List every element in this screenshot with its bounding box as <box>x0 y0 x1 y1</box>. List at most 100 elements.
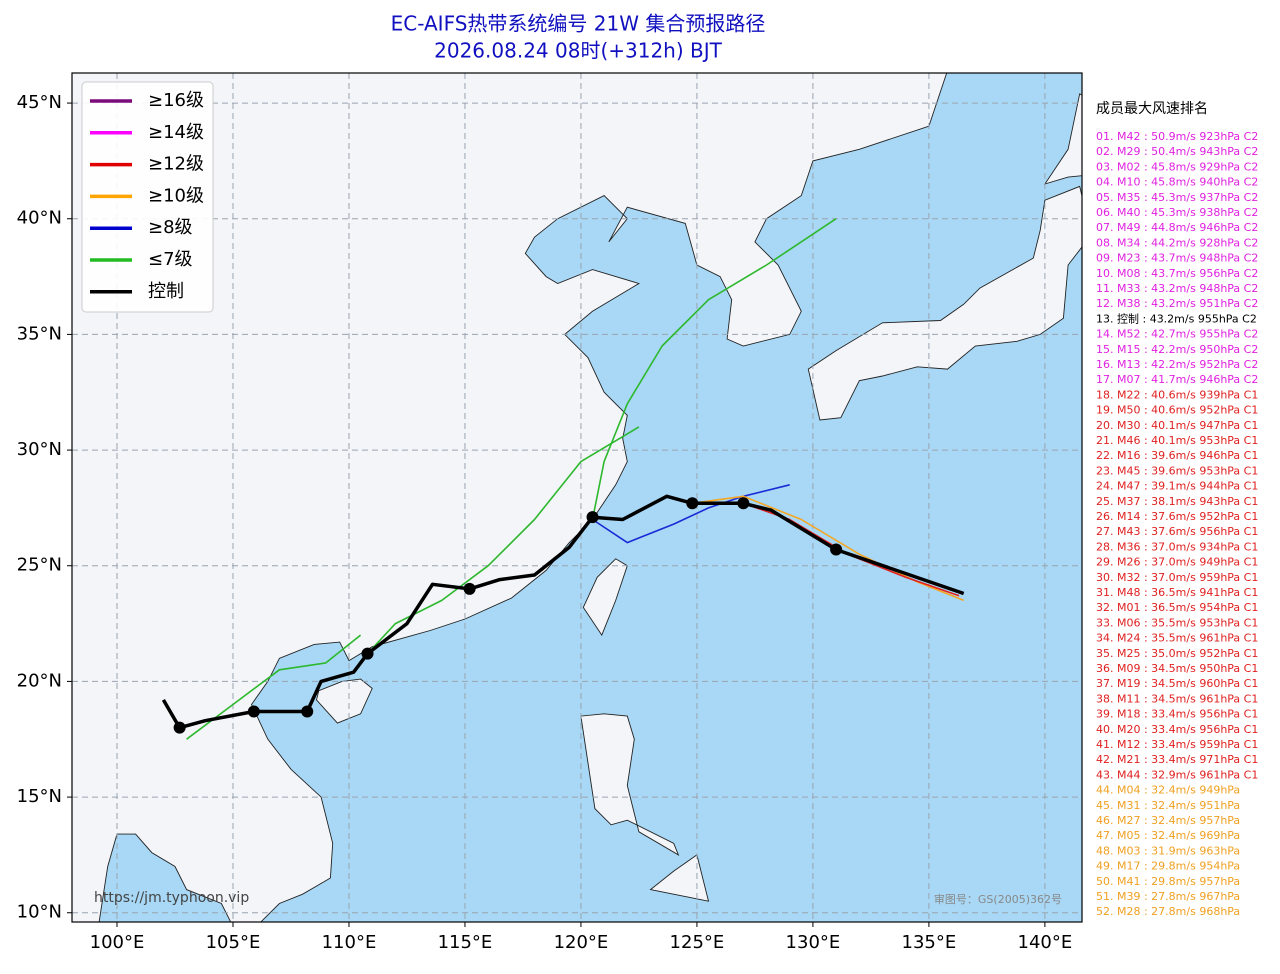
control-point <box>247 705 260 718</box>
ranking-item: 23. M45 : 39.6m/s 953hPa C1 <box>1096 464 1258 477</box>
ranking-item: 42. M21 : 33.4m/s 971hPa C1 <box>1096 753 1258 766</box>
ranking-item: 05. M35 : 45.3m/s 937hPa C2 <box>1096 191 1258 204</box>
ranking-item: 41. M12 : 33.4m/s 959hPa C1 <box>1096 738 1258 751</box>
credit: https://jm.typhoon.vip <box>94 890 249 906</box>
control-point <box>830 543 843 556</box>
ranking-item: 35. M25 : 35.0m/s 952hPa C1 <box>1096 647 1258 660</box>
legend-label: ≥14级 <box>148 122 204 143</box>
plot-frame <box>71 72 1083 923</box>
y-tick-label: 15°N <box>17 786 62 807</box>
ranking-item: 49. M17 : 29.8m/s 954hPa <box>1096 860 1240 873</box>
legend-label: ≥12级 <box>148 154 204 175</box>
ranking-item: 01. M42 : 50.9m/s 923hPa C2 <box>1096 130 1258 143</box>
ranking-item: 03. M02 : 45.8m/s 929hPa C2 <box>1096 160 1258 173</box>
ranking-item: 25. M37 : 38.1m/s 943hPa C1 <box>1096 495 1258 508</box>
ranking-item: 09. M23 : 43.7m/s 948hPa C2 <box>1096 252 1258 265</box>
ranking-item: 16. M13 : 42.2m/s 952hPa C2 <box>1096 358 1258 371</box>
member-track <box>692 495 964 602</box>
ranking-item: 32. M01 : 36.5m/s 954hPa C1 <box>1096 601 1258 614</box>
ranking-item: 18. M22 : 40.6m/s 939hPa C1 <box>1096 388 1258 401</box>
ranking-item: 43. M44 : 32.9m/s 961hPa C1 <box>1096 768 1258 781</box>
y-tick-label: 20°N <box>17 670 62 691</box>
landmass <box>316 678 373 724</box>
ranking-item: 27. M43 : 37.6m/s 956hPa C1 <box>1096 525 1258 538</box>
x-tick-label: 105°E <box>206 932 261 953</box>
ranking-item: 17. M07 : 41.7m/s 946hPa C2 <box>1096 373 1258 386</box>
ranking-item: 15. M15 : 42.2m/s 950hPa C2 <box>1096 343 1258 356</box>
landmass <box>807 185 1082 421</box>
ranking-item: 19. M50 : 40.6m/s 952hPa C1 <box>1096 404 1258 417</box>
landmass <box>1043 93 1082 185</box>
x-tick-label: 135°E <box>902 932 957 953</box>
x-tick-label: 130°E <box>786 932 841 953</box>
ranking-item: 33. M06 : 35.5m/s 953hPa C1 <box>1096 616 1258 629</box>
ranking-item: 06. M40 : 45.3m/s 938hPa C2 <box>1096 206 1258 219</box>
member-track <box>366 426 640 655</box>
legend-label: ≥8级 <box>148 217 193 238</box>
ranking-item: 45. M31 : 32.4m/s 951hPa <box>1096 799 1240 812</box>
control-point <box>686 497 699 510</box>
ranking-item: 34. M24 : 35.5m/s 961hPa C1 <box>1096 632 1258 645</box>
landmass <box>580 713 680 856</box>
ranking-item: 40. M20 : 33.4m/s 956hPa C1 <box>1096 723 1258 736</box>
control-point <box>737 497 750 510</box>
ranking-item: 10. M08 : 43.7m/s 956hPa C2 <box>1096 267 1258 280</box>
ranking-item: 39. M18 : 33.4m/s 956hPa C1 <box>1096 708 1258 721</box>
ranking-item: 24. M47 : 39.1m/s 944hPa C1 <box>1096 480 1258 493</box>
ranking-item: 04. M10 : 45.8m/s 940hPa C2 <box>1096 176 1258 189</box>
ranking-item: 37. M19 : 34.5m/s 960hPa C1 <box>1096 677 1258 690</box>
y-tick-label: 10°N <box>17 902 62 923</box>
ranking: 01. M42 : 50.9m/s 923hPa C2 02. M29 : 50.… <box>1096 130 1258 918</box>
ranking-title: 成员最大风速排名 <box>1096 101 1208 117</box>
control-point <box>173 721 186 734</box>
y-tick-label: 45°N <box>17 92 62 113</box>
ranking-item: 51. M39 : 27.8m/s 967hPa <box>1096 890 1240 903</box>
ranking-item: 46. M27 : 32.4m/s 957hPa <box>1096 814 1240 827</box>
y-tick-label: 30°N <box>17 439 62 460</box>
member-track <box>591 218 837 520</box>
x-tick-label: 115°E <box>438 932 493 953</box>
ranking-item: 11. M33 : 43.2m/s 948hPa C2 <box>1096 282 1258 295</box>
y-tick-label: 40°N <box>17 208 62 229</box>
legend-label: ≤7级 <box>148 249 193 270</box>
ranking-item: 02. M29 : 50.4m/s 943hPa C2 <box>1096 145 1258 158</box>
x-tick-label: 125°E <box>670 932 725 953</box>
x-tick-label: 110°E <box>322 932 377 953</box>
tracks <box>161 218 965 740</box>
ranking-item: 44. M04 : 32.4m/s 949hPa <box>1096 784 1240 797</box>
ranking-item: 26. M14 : 37.6m/s 952hPa C1 <box>1096 510 1258 523</box>
control-track <box>161 494 965 730</box>
x-tick-label: 100°E <box>90 932 145 953</box>
control-point <box>586 511 599 524</box>
y-tick-label: 35°N <box>17 323 62 344</box>
control-point <box>301 705 314 718</box>
ranking-item: 20. M30 : 40.1m/s 947hPa C1 <box>1096 419 1258 432</box>
ranking-item: 22. M16 : 39.6m/s 946hPa C1 <box>1096 449 1258 462</box>
ranking-item: 47. M05 : 32.4m/s 969hPa <box>1096 829 1240 842</box>
legend-box <box>81 81 214 313</box>
control-point <box>463 582 476 595</box>
ranking-item: 21. M46 : 40.1m/s 953hPa C1 <box>1096 434 1258 447</box>
land <box>72 73 1082 922</box>
ranking-item: 28. M36 : 37.0m/s 934hPa C1 <box>1096 540 1258 553</box>
control-point <box>361 647 374 660</box>
ranking-item: 52. M28 : 27.8m/s 968hPa <box>1096 905 1240 918</box>
ranking-item: 12. M38 : 43.2m/s 951hPa C2 <box>1096 297 1258 310</box>
ranking-item: 08. M34 : 44.2m/s 928hPa C2 <box>1096 236 1258 249</box>
grid: 100°E 105°E 110°E 115°E 120°E 125°E 130°E 135°E… <box>17 73 1082 953</box>
watermark: 审图号：GS(2005)362号 <box>934 892 1062 906</box>
x-tick-label: 120°E <box>554 932 609 953</box>
legend-label: ≥10级 <box>148 185 204 206</box>
gulf <box>98 833 232 922</box>
y-tick-label: 25°N <box>17 555 62 576</box>
ranking-item: 13. 控制 : 43.2m/s 955hPa C2 <box>1096 311 1257 325</box>
x-tick-label: 140°E <box>1018 932 1073 953</box>
legend-label: 控制 <box>148 281 184 302</box>
ranking-item: 48. M03 : 31.9m/s 963hPa <box>1096 844 1240 857</box>
title-line: EC-AIFS热带系统编号 21W 集合预报路径 <box>391 12 766 36</box>
title-line: 2026.08.24 08时(+312h) BJT <box>434 39 723 63</box>
member-track <box>592 484 790 544</box>
ranking-item: 50. M41 : 29.8m/s 957hPa <box>1096 875 1240 888</box>
ranking-item: 31. M48 : 36.5m/s 941hPa C1 <box>1096 586 1258 599</box>
